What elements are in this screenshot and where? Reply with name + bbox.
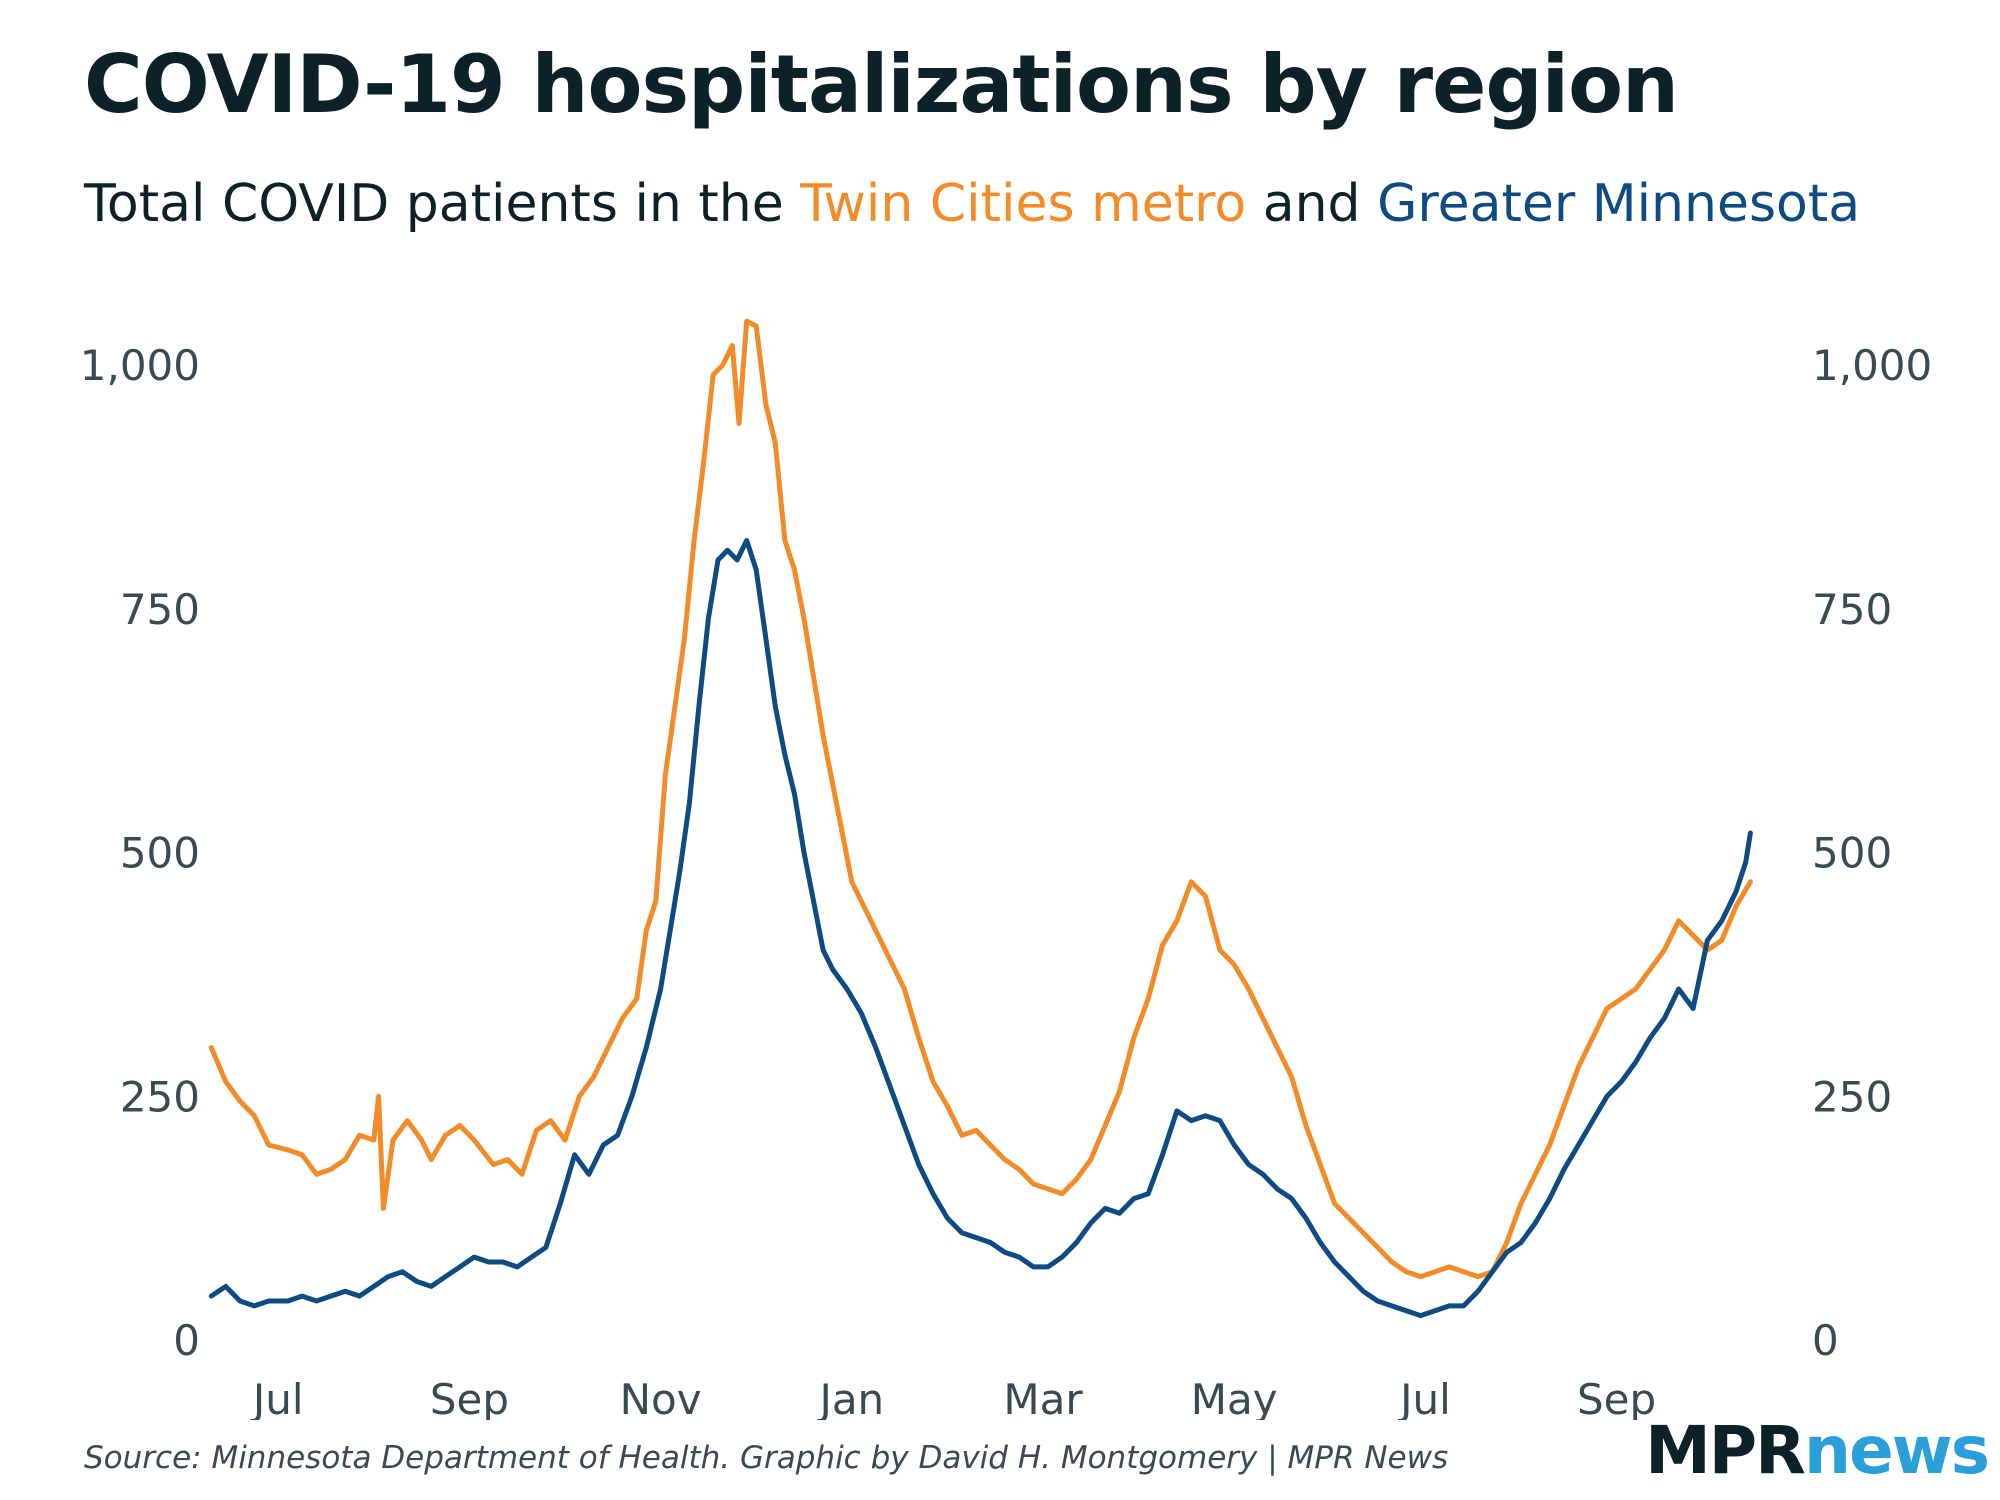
y-axis-left: 0 250 500 750 1,000 xyxy=(80,341,200,1365)
x-tick-label: Jul xyxy=(1397,1375,1451,1420)
x-tick-label: Mar xyxy=(1003,1375,1083,1420)
chart-title: COVID-19 hospitalizations by region xyxy=(84,38,1679,131)
subtitle-greater-label: Greater Minnesota xyxy=(1377,174,1861,234)
y-tick-label-right: 1,000 xyxy=(1812,341,1932,390)
y-tick-label-left: 750 xyxy=(120,585,200,634)
y-tick-label-left: 1,000 xyxy=(80,341,200,390)
series-line-greater-minnesota xyxy=(208,538,1753,1319)
x-tick-label: Sep xyxy=(1577,1375,1656,1420)
source-note: Source: Minnesota Department of Health. … xyxy=(84,1440,1449,1476)
chart-subtitle: Total COVID patients in the Twin Cities … xyxy=(84,174,1860,234)
logo-part-news: news xyxy=(1803,1412,1990,1489)
y-tick-label-right: 500 xyxy=(1812,829,1892,878)
subtitle-prefix: Total COVID patients in the xyxy=(84,174,801,234)
x-tick-label: May xyxy=(1191,1375,1278,1420)
y-axis-right: 0 250 500 750 1,000 xyxy=(1812,341,1932,1365)
subtitle-metro-label: Twin Cities metro xyxy=(800,174,1247,234)
line-chart: 0 250 500 750 1,000 0 250 500 750 1,000 Jul Sep No… xyxy=(80,318,1932,1420)
x-tick-label: Nov xyxy=(620,1375,702,1420)
x-tick-label: Jul xyxy=(250,1375,304,1420)
logo-part-mpr: MPR xyxy=(1645,1412,1806,1489)
x-tick-label: Jan xyxy=(816,1375,884,1420)
mpr-news-logo: MPRnews xyxy=(1645,1412,1990,1489)
series-line-twin-cities-metro xyxy=(208,318,1753,1280)
subtitle-middle: and xyxy=(1246,174,1378,234)
y-tick-label-right: 0 xyxy=(1812,1316,1839,1365)
y-tick-label-left: 0 xyxy=(173,1316,200,1365)
series-lines xyxy=(208,318,1753,1319)
y-tick-label-right: 250 xyxy=(1812,1072,1892,1121)
x-axis: Jul Sep Nov Jan Mar May Jul Sep xyxy=(250,1375,1656,1420)
y-tick-label-left: 500 xyxy=(120,829,200,878)
y-tick-label-left: 250 xyxy=(120,1072,200,1121)
x-tick-label: Sep xyxy=(430,1375,509,1420)
y-tick-label-right: 750 xyxy=(1812,585,1892,634)
